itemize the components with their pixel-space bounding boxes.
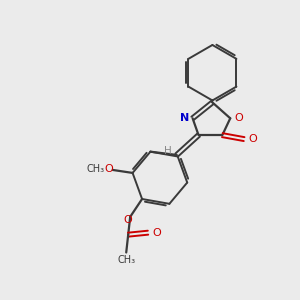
Text: O: O <box>249 134 257 144</box>
Text: O: O <box>124 215 133 225</box>
Text: H: H <box>164 146 172 156</box>
Text: CH₃: CH₃ <box>117 255 135 266</box>
Text: O: O <box>153 228 161 238</box>
Text: O: O <box>104 164 113 174</box>
Text: O: O <box>235 113 244 123</box>
Text: CH₃: CH₃ <box>87 164 105 174</box>
Text: N: N <box>180 113 189 123</box>
